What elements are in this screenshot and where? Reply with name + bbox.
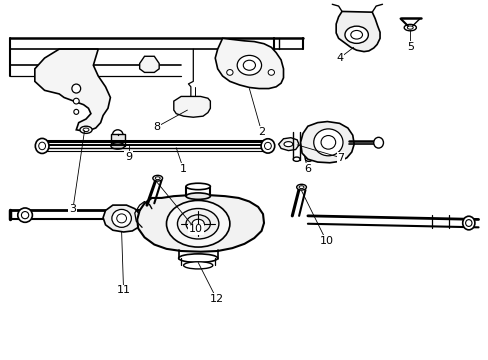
Ellipse shape — [112, 130, 123, 140]
Ellipse shape — [344, 26, 367, 43]
Ellipse shape — [185, 215, 210, 233]
Text: 10: 10 — [319, 236, 333, 246]
Ellipse shape — [117, 214, 126, 223]
Polygon shape — [278, 138, 299, 150]
Ellipse shape — [185, 183, 210, 190]
Text: 4: 4 — [335, 53, 343, 63]
Bar — [111, 134, 124, 146]
Ellipse shape — [407, 26, 412, 29]
Ellipse shape — [183, 262, 212, 269]
Ellipse shape — [80, 126, 92, 134]
Ellipse shape — [35, 138, 49, 153]
Text: 12: 12 — [209, 294, 224, 304]
Ellipse shape — [153, 175, 162, 181]
Ellipse shape — [293, 157, 300, 161]
Ellipse shape — [465, 220, 471, 226]
Polygon shape — [140, 56, 159, 72]
Ellipse shape — [177, 208, 219, 239]
Ellipse shape — [267, 69, 274, 75]
Ellipse shape — [192, 219, 204, 228]
Ellipse shape — [284, 141, 292, 147]
Ellipse shape — [73, 98, 79, 104]
Ellipse shape — [296, 184, 306, 190]
Polygon shape — [300, 122, 353, 163]
Ellipse shape — [462, 216, 474, 230]
Ellipse shape — [305, 157, 312, 161]
Ellipse shape — [185, 193, 210, 199]
Ellipse shape — [237, 55, 261, 75]
Ellipse shape — [155, 177, 160, 180]
Polygon shape — [173, 96, 210, 117]
Ellipse shape — [111, 143, 124, 149]
Polygon shape — [215, 39, 283, 89]
Ellipse shape — [166, 201, 229, 247]
Polygon shape — [335, 12, 379, 51]
Ellipse shape — [243, 60, 255, 70]
Ellipse shape — [226, 69, 233, 75]
Ellipse shape — [264, 142, 271, 149]
Polygon shape — [103, 205, 141, 232]
Polygon shape — [35, 49, 110, 132]
Ellipse shape — [350, 31, 362, 39]
Ellipse shape — [373, 137, 383, 148]
Text: 6: 6 — [304, 164, 311, 174]
Text: 10: 10 — [188, 225, 203, 234]
Ellipse shape — [74, 109, 79, 114]
Polygon shape — [137, 195, 264, 252]
Ellipse shape — [72, 84, 81, 93]
Text: 2: 2 — [258, 127, 264, 136]
Ellipse shape — [18, 208, 32, 222]
Ellipse shape — [21, 212, 29, 219]
Ellipse shape — [178, 254, 217, 262]
Text: 9: 9 — [125, 152, 132, 162]
Text: 8: 8 — [153, 122, 160, 132]
Ellipse shape — [404, 24, 415, 31]
Ellipse shape — [299, 186, 304, 189]
Text: 11: 11 — [116, 285, 130, 296]
Ellipse shape — [313, 129, 342, 156]
Ellipse shape — [83, 128, 89, 132]
Ellipse shape — [321, 135, 335, 149]
Ellipse shape — [39, 142, 45, 150]
Text: 3: 3 — [69, 204, 76, 215]
Text: 1: 1 — [180, 164, 187, 174]
Text: 5: 5 — [406, 42, 413, 52]
Ellipse shape — [112, 210, 131, 227]
Ellipse shape — [261, 139, 274, 153]
Text: 7: 7 — [337, 153, 344, 163]
